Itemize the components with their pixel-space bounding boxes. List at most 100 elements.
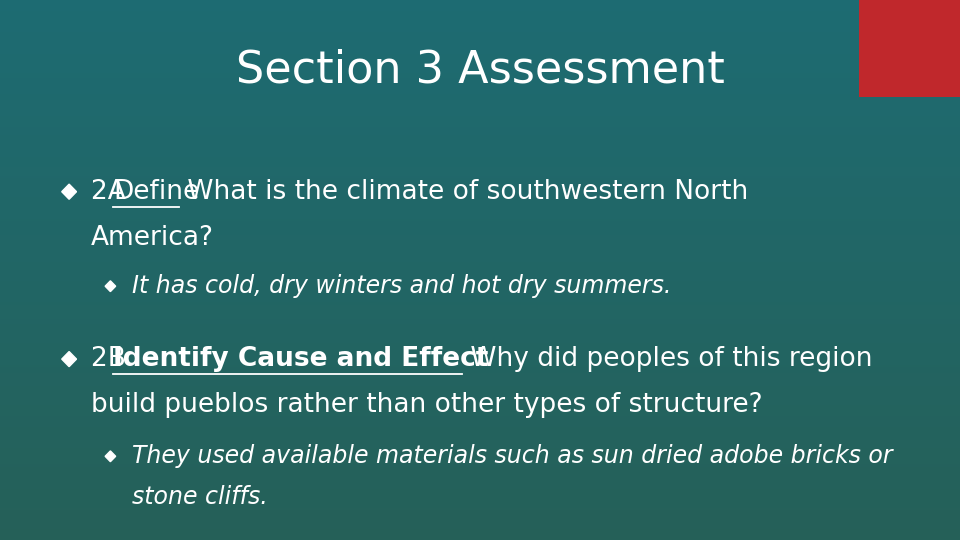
Bar [0,502,960,505]
Bar [0,378,960,381]
Bar [0,383,960,386]
Bar [0,416,960,418]
Bar [0,65,960,68]
Bar [0,81,960,84]
Bar [0,157,960,159]
Bar [0,521,960,524]
Bar [0,259,960,262]
Bar [0,321,960,324]
Bar [0,429,960,432]
Bar [0,526,960,529]
Text: Section 3 Assessment: Section 3 Assessment [235,49,725,92]
Bar [0,397,960,400]
Bar [0,16,960,19]
Bar [0,373,960,375]
Bar [0,94,960,97]
Bar [0,70,960,73]
Polygon shape [61,352,77,367]
Bar [0,421,960,424]
Bar [0,235,960,238]
Text: build pueblos rather than other types of structure?: build pueblos rather than other types of… [91,392,763,418]
Bar [0,35,960,38]
Bar [0,127,960,130]
Bar [0,205,960,208]
Bar [0,370,960,373]
Bar [0,308,960,310]
Bar [0,84,960,86]
Polygon shape [106,451,116,462]
Text: America?: America? [91,225,214,251]
Bar [0,32,960,35]
Bar [0,451,960,454]
Bar [0,286,960,289]
Bar [0,392,960,394]
Bar [0,46,960,49]
Bar [0,167,960,170]
Bar [0,440,960,443]
Bar [0,324,960,327]
Bar [0,443,960,445]
Bar [0,51,960,54]
Bar [0,486,960,489]
Bar [0,408,960,410]
Bar [0,111,960,113]
Bar [0,230,960,232]
Bar [0,38,960,40]
Text: They used available materials such as sun dried adobe bricks or: They used available materials such as su… [132,444,892,468]
Bar [0,273,960,275]
Bar [0,327,960,329]
Bar [0,362,960,364]
Bar [0,518,960,521]
Bar [0,14,960,16]
Bar [0,432,960,435]
Bar [0,194,960,197]
Bar [0,284,960,286]
Bar [0,302,960,305]
Bar [0,97,960,100]
Bar [0,424,960,427]
Bar [0,410,960,413]
Bar [0,189,960,192]
Bar [0,105,960,108]
Bar [0,143,960,146]
Bar [0,202,960,205]
Bar [0,435,960,437]
Bar [0,456,960,459]
Bar [0,184,960,186]
Bar [0,329,960,332]
Bar [0,86,960,89]
Bar [0,289,960,292]
Bar [0,294,960,297]
Text: Identify Cause and Effect: Identify Cause and Effect [113,346,489,372]
Bar [0,192,960,194]
Bar [0,500,960,502]
Bar [0,59,960,62]
Bar [0,208,960,211]
Bar [0,400,960,402]
Bar [0,437,960,440]
Bar [0,367,960,370]
Bar [0,470,960,472]
Bar [0,54,960,57]
Bar [0,427,960,429]
Bar [0,170,960,173]
Bar [0,505,960,508]
Bar [0,529,960,532]
Bar [0,497,960,500]
Bar [0,262,960,265]
Text: It has cold, dry winters and hot dry summers.: It has cold, dry winters and hot dry sum… [132,274,671,298]
Bar [0,405,960,408]
Bar [0,103,960,105]
Bar [0,24,960,27]
Bar [0,292,960,294]
Bar [0,232,960,235]
Bar [0,176,960,178]
Bar [0,178,960,181]
Bar [0,300,960,302]
Bar [0,256,960,259]
Bar [0,364,960,367]
Bar [0,335,960,338]
Bar [0,119,960,122]
Bar [0,221,960,224]
Bar [0,348,960,351]
